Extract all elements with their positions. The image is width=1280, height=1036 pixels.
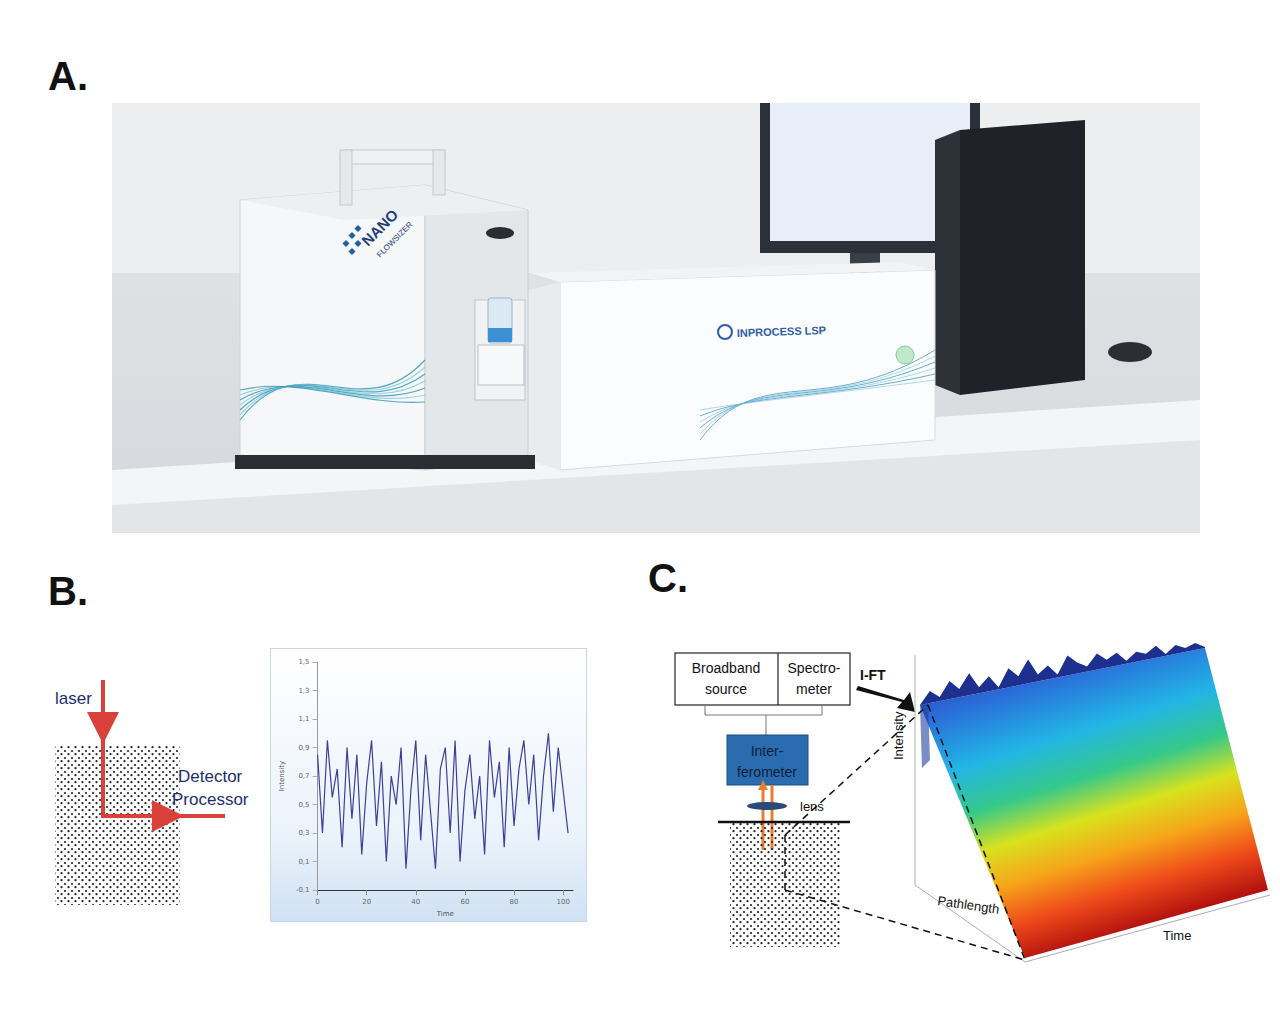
svg-text:INPROCESS LSP: INPROCESS LSP xyxy=(737,324,827,339)
svg-text:Broadband: Broadband xyxy=(692,660,761,676)
svg-text:40: 40 xyxy=(411,898,420,906)
svg-text:20: 20 xyxy=(362,898,371,906)
svg-text:Intensity: Intensity xyxy=(891,711,906,760)
svg-text:NANO: NANO xyxy=(358,205,402,250)
svg-text:0,1: 0,1 xyxy=(298,858,309,866)
svg-text:source: source xyxy=(705,681,747,697)
svg-text:laser: laser xyxy=(55,689,92,708)
svg-text:1,3: 1,3 xyxy=(298,687,309,695)
svg-text:Time: Time xyxy=(1163,928,1191,943)
svg-text:FLOWSIZER: FLOWSIZER xyxy=(375,220,415,260)
svg-text:Pathlength: Pathlength xyxy=(937,893,1001,917)
svg-text:60: 60 xyxy=(460,898,469,906)
svg-text:I-FT: I-FT xyxy=(860,667,886,683)
svg-text:0,7: 0,7 xyxy=(298,772,309,780)
svg-text:A.: A. xyxy=(48,54,88,98)
svg-text:ferometer: ferometer xyxy=(737,764,797,780)
svg-text:0,9: 0,9 xyxy=(298,744,309,752)
svg-text:1,5: 1,5 xyxy=(298,658,309,666)
svg-text:meter: meter xyxy=(796,681,832,697)
svg-text:Processor: Processor xyxy=(172,790,249,809)
svg-text:Spectro-: Spectro- xyxy=(788,660,841,676)
svg-text:100: 100 xyxy=(556,898,569,906)
svg-text:lens: lens xyxy=(800,799,824,814)
svg-text:0: 0 xyxy=(315,898,319,906)
svg-text:Detector: Detector xyxy=(178,767,243,786)
svg-text:Inter-: Inter- xyxy=(751,743,784,759)
svg-text:Time: Time xyxy=(436,910,454,918)
svg-text:B.: B. xyxy=(48,569,88,613)
svg-text:1,1: 1,1 xyxy=(298,715,309,723)
svg-text:-0,1: -0,1 xyxy=(296,886,310,894)
svg-text:Intensity: Intensity xyxy=(278,761,286,791)
svg-text:C.: C. xyxy=(648,556,688,600)
svg-text:0,3: 0,3 xyxy=(298,829,309,837)
svg-text:0,5: 0,5 xyxy=(298,801,309,809)
svg-text:80: 80 xyxy=(510,898,519,906)
